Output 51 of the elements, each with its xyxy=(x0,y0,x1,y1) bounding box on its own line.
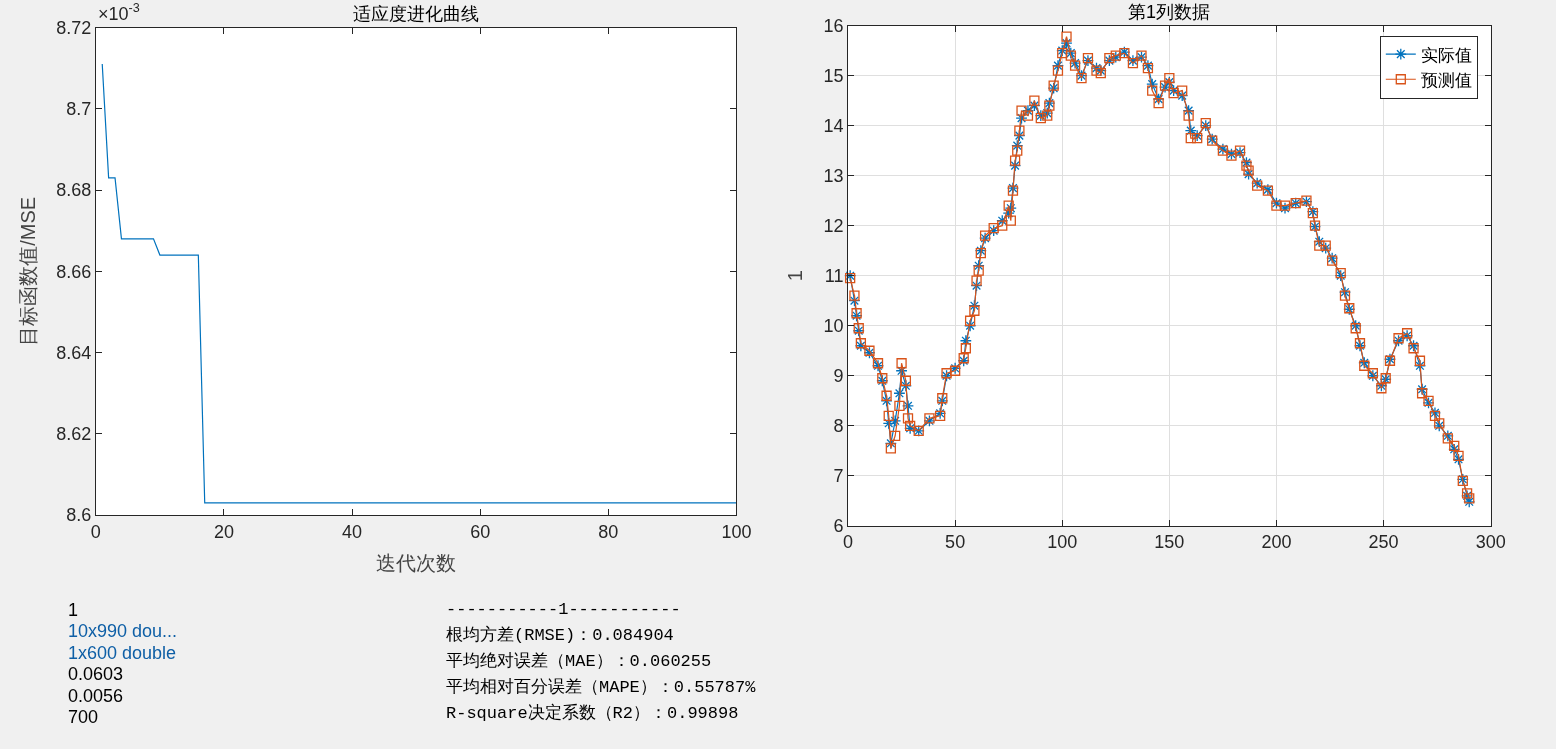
y-axis-title: 1 xyxy=(783,270,806,282)
chart-title: 第1列数据 xyxy=(1128,2,1211,22)
y-axis-title: 目标函数值/MSE xyxy=(16,196,39,346)
y-tick-label: 8.68 xyxy=(56,180,92,201)
x-tick-label: 0 xyxy=(90,521,101,542)
text: 1x600 double xyxy=(68,643,177,663)
y-tick-label: 8.62 xyxy=(56,424,92,445)
y-tick-label: 14 xyxy=(823,115,844,136)
chart-title: 适应度进化曲线 xyxy=(353,4,479,24)
x-tick-label: 50 xyxy=(945,532,966,553)
x-tick-label: 0 xyxy=(843,532,854,553)
text: 1 xyxy=(68,600,79,620)
text: 平均绝对误差（MAE）：0.060255 xyxy=(446,652,712,671)
text: 根均方差(RMSE)：0.084904 xyxy=(446,625,674,645)
y-tick-label: 6 xyxy=(833,516,844,537)
y-tick-label: 9 xyxy=(833,366,844,387)
text: 0.0056 xyxy=(68,686,124,706)
text: -----------1----------- xyxy=(446,600,681,619)
x-tick-label: 20 xyxy=(213,521,234,542)
y-tick-label: 8.72 xyxy=(56,17,92,38)
y-tick-label: 7 xyxy=(833,466,844,487)
x-tick-label: 250 xyxy=(1368,532,1399,553)
x-tick-label: 100 xyxy=(721,521,752,542)
x-tick-label: 80 xyxy=(598,521,619,542)
y-tick-label: 15 xyxy=(823,65,844,86)
y-tick-label: 8.6 xyxy=(66,505,92,526)
x-axis-title: 迭代次数 xyxy=(376,552,457,575)
x-tick-label: 300 xyxy=(1475,532,1506,553)
line-series xyxy=(101,63,737,504)
y-tick-label: 10 xyxy=(823,316,844,337)
y-tick-label: 11 xyxy=(824,266,844,287)
x-tick-label: 60 xyxy=(470,521,491,542)
y-tick-label: 8.7 xyxy=(66,99,92,120)
text: 700 xyxy=(68,707,99,727)
x-tick-label: 200 xyxy=(1261,532,1292,553)
text: 平均相对百分误差（MAPE）：0.55787% xyxy=(446,678,757,697)
y-tick-label: 8 xyxy=(833,416,844,437)
text: 10x990 dou... xyxy=(68,621,178,641)
text: ×10$^{-3}$ xyxy=(98,1,140,24)
x-tick-label: 40 xyxy=(342,521,363,542)
text: 0.0603 xyxy=(68,664,124,684)
y-tick-label: 8.66 xyxy=(56,261,92,282)
text: R-square决定系数（R2）：0.99898 xyxy=(446,703,739,723)
y-tick-label: 13 xyxy=(823,165,844,186)
x-tick-label: 150 xyxy=(1154,532,1185,553)
x-tick-label: 100 xyxy=(1047,532,1078,553)
legend-label: 实际值 xyxy=(1420,45,1472,65)
legend-label: 预测值 xyxy=(1420,70,1472,90)
y-tick-label: 16 xyxy=(823,15,844,36)
y-tick-label: 8.64 xyxy=(56,342,92,363)
y-tick-label: 12 xyxy=(823,215,844,236)
